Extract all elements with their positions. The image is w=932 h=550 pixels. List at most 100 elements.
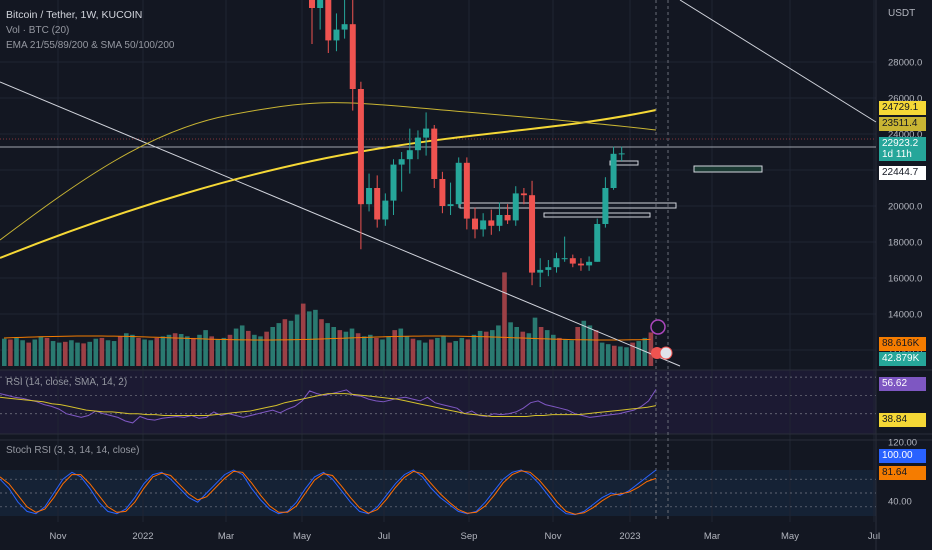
- candle-body: [390, 164, 397, 201]
- stoch-rsi-indicator-label: Stoch RSI (3, 3, 14, 14, close): [6, 445, 140, 456]
- candle-body: [414, 137, 421, 151]
- volume-bar: [410, 338, 416, 366]
- volume-bar: [319, 319, 324, 366]
- volume-bar: [404, 336, 410, 366]
- volume-bar: [26, 342, 31, 366]
- volume-bar: [8, 339, 13, 366]
- candle-body: [504, 215, 511, 221]
- candle-body: [553, 258, 560, 268]
- volume-ma-line: [3, 335, 651, 341]
- volume-bar: [178, 334, 184, 366]
- us-flag-event-icon-2: [659, 346, 673, 360]
- volume-bar: [331, 327, 336, 366]
- volume-bar: [307, 311, 312, 366]
- volume-bar: [599, 342, 605, 366]
- candle-body: [398, 159, 405, 165]
- volume-bar: [270, 327, 275, 366]
- volume-bar: [459, 337, 465, 366]
- volume-bar: [172, 333, 178, 366]
- candle-body: [406, 150, 413, 160]
- tag-stoch-k: 100.00: [879, 449, 926, 463]
- volume-bar: [209, 336, 214, 366]
- candle-body: [520, 193, 527, 196]
- volume-bar: [252, 334, 257, 366]
- candle-body: [472, 218, 478, 230]
- candle-body: [455, 162, 462, 205]
- volume-bar: [75, 342, 80, 366]
- volume-bar: [551, 334, 556, 366]
- volume-bar: [81, 343, 86, 366]
- volume-bar: [630, 342, 635, 366]
- volume-bar: [203, 330, 208, 366]
- candle-body: [374, 188, 381, 220]
- volume-bar: [563, 339, 568, 366]
- volume-bar: [520, 331, 526, 366]
- tag-last-price: 22923.2 1d 11h: [879, 137, 926, 161]
- y-tick-label: 24000.0: [888, 130, 922, 141]
- zone-box-3: [609, 160, 639, 166]
- volume-bar: [581, 320, 587, 366]
- volume-bar: [636, 341, 641, 366]
- volume-bar: [50, 341, 56, 366]
- volume-bar: [258, 336, 263, 366]
- volume-bar: [313, 309, 318, 366]
- candle-body: [594, 224, 601, 262]
- volume-bar: [288, 320, 294, 366]
- candle-body: [325, 0, 332, 41]
- volume-bar: [429, 339, 434, 366]
- volume-bar: [294, 314, 300, 366]
- zone-box: [459, 202, 677, 209]
- volume-indicator-label: Vol · BTC (20): [6, 25, 70, 36]
- tag-volume-last: 42.879K: [879, 352, 926, 366]
- volume-bar: [471, 334, 477, 366]
- volume-bar: [325, 323, 330, 366]
- volume-bar: [142, 339, 147, 366]
- volume-bar: [532, 317, 538, 366]
- x-tick-label: 2023: [619, 531, 640, 542]
- volume-bar: [483, 331, 489, 366]
- sma-line: [0, 102, 657, 241]
- x-tick-label: May: [781, 531, 799, 542]
- volume-bar: [538, 327, 544, 366]
- tag-sma-lower: 23511.4: [879, 117, 926, 131]
- candle-body: [537, 269, 544, 273]
- volume-bar: [14, 337, 19, 366]
- candle-body: [610, 153, 617, 188]
- candle-body: [349, 24, 356, 90]
- candle-body: [309, 0, 315, 8]
- ema-200-line: [0, 109, 657, 259]
- rsi-line: [0, 389, 657, 424]
- volume-bar: [63, 341, 68, 366]
- volume-bar: [124, 333, 129, 366]
- candle-body: [317, 0, 324, 8]
- volume-bar: [233, 328, 239, 366]
- volume-bar: [221, 337, 227, 366]
- tag-rsi-value: 56.62: [879, 377, 926, 391]
- volume-bar: [282, 319, 288, 366]
- volume-bar: [392, 330, 397, 366]
- candle-body: [382, 200, 389, 220]
- x-tick-label: Jul: [378, 531, 390, 542]
- volume-bar: [587, 325, 593, 366]
- volume-bar: [246, 330, 251, 366]
- volume-bar: [93, 338, 99, 366]
- volume-bar: [416, 340, 422, 366]
- volume-bar: [215, 339, 221, 366]
- tag-volume-ma: 88.616K: [879, 337, 926, 351]
- y-tick-label: 18000.0: [888, 238, 922, 249]
- volume-bar: [386, 336, 391, 366]
- tag-sma-upper: 24729.1: [879, 101, 926, 115]
- x-tick-label: Mar: [704, 531, 720, 542]
- volume-bar: [99, 337, 105, 366]
- candle-body: [333, 29, 340, 41]
- currency-label: USDT: [888, 8, 916, 19]
- candle-body: [439, 179, 446, 206]
- volume-bar: [453, 341, 458, 366]
- x-tick-label: Sep: [461, 531, 478, 542]
- y-tick-label: 14000.0: [888, 310, 922, 321]
- rsi-indicator-label: RSI (14, close, SMA, 14, 2): [6, 377, 128, 388]
- candle-body: [431, 128, 438, 179]
